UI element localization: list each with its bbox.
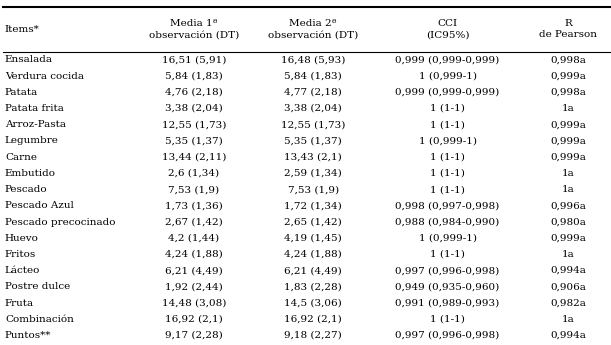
Text: 0,994a: 0,994a	[551, 331, 586, 340]
Text: Embutido: Embutido	[5, 169, 56, 178]
Text: 6,21 (4,49): 6,21 (4,49)	[284, 266, 342, 275]
Text: 7,53 (1,9): 7,53 (1,9)	[169, 185, 219, 194]
Text: Pescado precocinado: Pescado precocinado	[5, 217, 115, 227]
Text: 1 (0,999-1): 1 (0,999-1)	[419, 234, 477, 243]
Text: 0,906a: 0,906a	[551, 282, 586, 292]
Text: 9,18 (2,27): 9,18 (2,27)	[284, 331, 342, 340]
Text: 0,980a: 0,980a	[551, 217, 586, 227]
Text: 14,5 (3,06): 14,5 (3,06)	[284, 298, 342, 308]
Text: 0,999a: 0,999a	[551, 71, 586, 81]
Text: 0,997 (0,996-0,998): 0,997 (0,996-0,998)	[395, 331, 500, 340]
Text: Patata frita: Patata frita	[5, 104, 64, 113]
Text: Arroz-Pasta: Arroz-Pasta	[5, 120, 66, 129]
Text: 1,72 (1,34): 1,72 (1,34)	[284, 201, 342, 210]
Text: 0,998a: 0,998a	[551, 55, 586, 65]
Text: Ensalada: Ensalada	[5, 55, 53, 65]
Text: Fruta: Fruta	[5, 298, 34, 308]
Text: 1 (0,999-1): 1 (0,999-1)	[419, 71, 477, 81]
Text: Combinación: Combinación	[5, 315, 74, 324]
Text: 1,92 (2,44): 1,92 (2,44)	[165, 282, 223, 292]
Text: 1a: 1a	[562, 185, 574, 194]
Text: Lácteo: Lácteo	[5, 266, 40, 275]
Text: 16,48 (5,93): 16,48 (5,93)	[281, 55, 345, 65]
Text: 0,999 (0,999-0,999): 0,999 (0,999-0,999)	[395, 55, 500, 65]
Text: 3,38 (2,04): 3,38 (2,04)	[284, 104, 342, 113]
Text: 5,84 (1,83): 5,84 (1,83)	[284, 71, 342, 81]
Text: 4,24 (1,88): 4,24 (1,88)	[165, 250, 223, 259]
Text: 1 (1-1): 1 (1-1)	[430, 250, 465, 259]
Text: 4,2 (1,44): 4,2 (1,44)	[169, 234, 219, 243]
Text: 1 (1-1): 1 (1-1)	[430, 104, 465, 113]
Text: 13,43 (2,1): 13,43 (2,1)	[284, 152, 342, 162]
Text: 0,998a: 0,998a	[551, 88, 586, 97]
Text: 0,988 (0,984-0,990): 0,988 (0,984-0,990)	[395, 217, 500, 227]
Text: Legumbre: Legumbre	[5, 136, 59, 146]
Text: 1,83 (2,28): 1,83 (2,28)	[284, 282, 342, 292]
Text: Media 2ª
observación (DT): Media 2ª observación (DT)	[268, 19, 358, 39]
Text: 2,59 (1,34): 2,59 (1,34)	[284, 169, 342, 178]
Text: Pescado: Pescado	[5, 185, 48, 194]
Text: Pescado Azul: Pescado Azul	[5, 201, 74, 210]
Text: 6,21 (4,49): 6,21 (4,49)	[165, 266, 223, 275]
Text: Media 1ª
observación (DT): Media 1ª observación (DT)	[149, 19, 239, 39]
Text: 0,949 (0,935-0,960): 0,949 (0,935-0,960)	[395, 282, 500, 292]
Text: 12,55 (1,73): 12,55 (1,73)	[162, 120, 226, 129]
Text: 0,999a: 0,999a	[551, 120, 586, 129]
Text: 2,67 (1,42): 2,67 (1,42)	[165, 217, 223, 227]
Text: 1 (1-1): 1 (1-1)	[430, 152, 465, 162]
Text: R
de Pearson: R de Pearson	[540, 19, 597, 39]
Text: Fritos: Fritos	[5, 250, 36, 259]
Text: 1a: 1a	[562, 104, 574, 113]
Text: 1a: 1a	[562, 315, 574, 324]
Text: 1 (1-1): 1 (1-1)	[430, 315, 465, 324]
Text: 7,53 (1,9): 7,53 (1,9)	[288, 185, 338, 194]
Text: Verdura cocida: Verdura cocida	[5, 71, 84, 81]
Text: 1,73 (1,36): 1,73 (1,36)	[165, 201, 223, 210]
Text: 4,19 (1,45): 4,19 (1,45)	[284, 234, 342, 243]
Text: 5,35 (1,37): 5,35 (1,37)	[165, 136, 223, 146]
Text: 13,44 (2,11): 13,44 (2,11)	[162, 152, 226, 162]
Text: 3,38 (2,04): 3,38 (2,04)	[165, 104, 223, 113]
Text: Huevo: Huevo	[5, 234, 38, 243]
Text: 0,996a: 0,996a	[551, 201, 586, 210]
Text: 2,65 (1,42): 2,65 (1,42)	[284, 217, 342, 227]
Text: Carne: Carne	[5, 152, 37, 162]
Text: CCI
(IC95%): CCI (IC95%)	[426, 19, 469, 39]
Text: 1 (0,999-1): 1 (0,999-1)	[419, 136, 477, 146]
Text: Postre dulce: Postre dulce	[5, 282, 70, 292]
Text: 0,999a: 0,999a	[551, 136, 586, 146]
Text: 1 (1-1): 1 (1-1)	[430, 169, 465, 178]
Text: 4,24 (1,88): 4,24 (1,88)	[284, 250, 342, 259]
Text: 4,76 (2,18): 4,76 (2,18)	[165, 88, 223, 97]
Text: 5,35 (1,37): 5,35 (1,37)	[284, 136, 342, 146]
Text: 0,999a: 0,999a	[551, 234, 586, 243]
Text: 0,999 (0,999-0,999): 0,999 (0,999-0,999)	[395, 88, 500, 97]
Text: 4,77 (2,18): 4,77 (2,18)	[284, 88, 342, 97]
Text: 2,6 (1,34): 2,6 (1,34)	[169, 169, 219, 178]
Text: 9,17 (2,28): 9,17 (2,28)	[165, 331, 223, 340]
Text: 1a: 1a	[562, 250, 574, 259]
Text: 5,84 (1,83): 5,84 (1,83)	[165, 71, 223, 81]
Text: 0,991 (0,989-0,993): 0,991 (0,989-0,993)	[395, 298, 500, 308]
Text: 1 (1-1): 1 (1-1)	[430, 185, 465, 194]
Text: Items*: Items*	[5, 25, 40, 34]
Text: 16,92 (2,1): 16,92 (2,1)	[165, 315, 223, 324]
Text: 14,48 (3,08): 14,48 (3,08)	[162, 298, 226, 308]
Text: Puntos**: Puntos**	[5, 331, 51, 340]
Text: 1 (1-1): 1 (1-1)	[430, 120, 465, 129]
Text: 0,997 (0,996-0,998): 0,997 (0,996-0,998)	[395, 266, 500, 275]
Text: 0,982a: 0,982a	[551, 298, 586, 308]
Text: 12,55 (1,73): 12,55 (1,73)	[281, 120, 345, 129]
Text: 16,51 (5,91): 16,51 (5,91)	[162, 55, 226, 65]
Text: 16,92 (2,1): 16,92 (2,1)	[284, 315, 342, 324]
Text: 0,994a: 0,994a	[551, 266, 586, 275]
Text: 0,999a: 0,999a	[551, 152, 586, 162]
Text: 0,998 (0,997-0,998): 0,998 (0,997-0,998)	[395, 201, 500, 210]
Text: 1a: 1a	[562, 169, 574, 178]
Text: Patata: Patata	[5, 88, 38, 97]
